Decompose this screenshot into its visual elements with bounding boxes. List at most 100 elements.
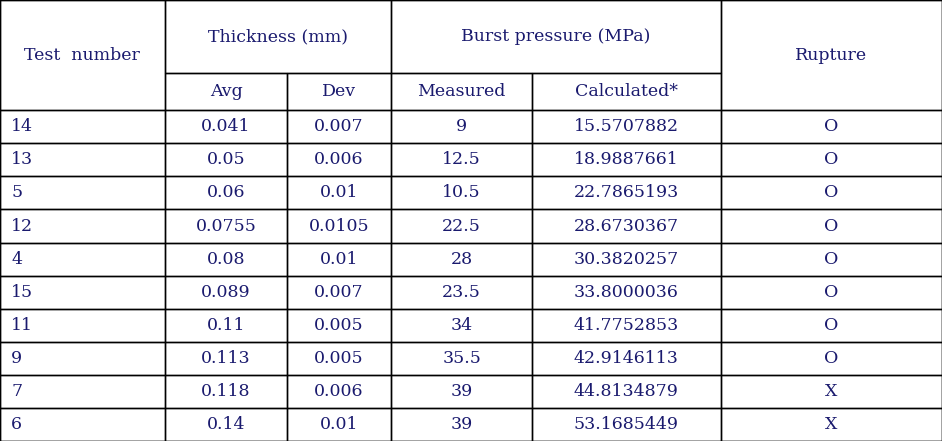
Bar [287, 176, 391, 209]
Bar [391, 110, 532, 143]
Bar [0, 110, 165, 143]
Bar [0, 0, 165, 110]
Text: 33.8000036: 33.8000036 [574, 284, 679, 301]
Bar [391, 342, 532, 375]
Bar [165, 408, 287, 441]
Text: 35.5: 35.5 [442, 350, 481, 367]
Bar [287, 110, 391, 143]
Text: 0.06: 0.06 [207, 184, 245, 202]
Bar [391, 0, 721, 73]
Text: O: O [824, 350, 838, 367]
Bar [0, 143, 165, 176]
Text: 0.01: 0.01 [320, 250, 358, 268]
Bar [165, 73, 287, 110]
Bar [532, 309, 721, 342]
Bar [532, 408, 721, 441]
Bar [532, 73, 721, 110]
Bar [391, 276, 532, 309]
Text: O: O [824, 317, 838, 334]
Text: 14: 14 [11, 118, 33, 135]
Text: 13: 13 [11, 151, 33, 168]
Text: 11: 11 [11, 317, 33, 334]
Bar [532, 110, 721, 143]
Bar [721, 342, 942, 375]
Text: 0.041: 0.041 [202, 118, 251, 135]
Text: 7: 7 [11, 383, 23, 400]
Text: 0.006: 0.006 [315, 383, 364, 400]
Text: O: O [824, 217, 838, 235]
Text: 0.007: 0.007 [315, 118, 364, 135]
Bar [721, 110, 942, 143]
Bar [532, 375, 721, 408]
Bar [0, 209, 165, 243]
Text: 9: 9 [11, 350, 23, 367]
Text: 42.9146113: 42.9146113 [574, 350, 679, 367]
Text: 0.005: 0.005 [315, 350, 364, 367]
Bar [532, 243, 721, 276]
Text: X: X [825, 383, 837, 400]
Bar [721, 143, 942, 176]
Text: O: O [824, 284, 838, 301]
Text: 22.7865193: 22.7865193 [574, 184, 679, 202]
Bar [165, 276, 287, 309]
Bar [165, 143, 287, 176]
Bar [165, 243, 287, 276]
Bar [165, 110, 287, 143]
Bar [287, 408, 391, 441]
Text: 10.5: 10.5 [442, 184, 481, 202]
Text: O: O [824, 151, 838, 168]
Bar [0, 375, 165, 408]
Bar [165, 375, 287, 408]
Text: 53.1685449: 53.1685449 [574, 416, 679, 433]
Text: 0.006: 0.006 [315, 151, 364, 168]
Text: 44.8134879: 44.8134879 [574, 383, 679, 400]
Text: Dev: Dev [322, 83, 356, 100]
Text: Burst pressure (MPa): Burst pressure (MPa) [461, 28, 651, 45]
Bar [165, 309, 287, 342]
Text: 0.11: 0.11 [207, 317, 245, 334]
Text: 0.0755: 0.0755 [196, 217, 256, 235]
Bar [532, 176, 721, 209]
Bar [532, 143, 721, 176]
Bar [391, 309, 532, 342]
Bar [165, 0, 391, 73]
Bar [391, 408, 532, 441]
Bar [391, 143, 532, 176]
Bar [0, 342, 165, 375]
Bar [0, 408, 165, 441]
Bar [0, 276, 165, 309]
Bar [287, 276, 391, 309]
Text: Rupture: Rupture [795, 47, 868, 64]
Text: O: O [824, 118, 838, 135]
Text: X: X [825, 416, 837, 433]
Text: 0.005: 0.005 [315, 317, 364, 334]
Bar [532, 276, 721, 309]
Bar [287, 375, 391, 408]
Bar [532, 342, 721, 375]
Text: Test  number: Test number [24, 47, 140, 64]
Bar [0, 176, 165, 209]
Bar [287, 309, 391, 342]
Bar [0, 309, 165, 342]
Bar [287, 243, 391, 276]
Bar [391, 176, 532, 209]
Text: 0.089: 0.089 [202, 284, 251, 301]
Bar [391, 243, 532, 276]
Text: Calculated*: Calculated* [575, 83, 678, 100]
Text: 0.007: 0.007 [315, 284, 364, 301]
Text: 23.5: 23.5 [442, 284, 481, 301]
Text: 15: 15 [11, 284, 33, 301]
Bar [287, 73, 391, 110]
Text: 4: 4 [11, 250, 23, 268]
Bar [391, 375, 532, 408]
Text: 0.0105: 0.0105 [309, 217, 369, 235]
Text: 12.5: 12.5 [442, 151, 481, 168]
Text: 0.14: 0.14 [207, 416, 245, 433]
Bar [721, 176, 942, 209]
Text: 5: 5 [11, 184, 23, 202]
Text: 41.7752853: 41.7752853 [574, 317, 679, 334]
Text: 6: 6 [11, 416, 23, 433]
Text: 9: 9 [456, 118, 467, 135]
Bar [721, 209, 942, 243]
Text: 22.5: 22.5 [442, 217, 481, 235]
